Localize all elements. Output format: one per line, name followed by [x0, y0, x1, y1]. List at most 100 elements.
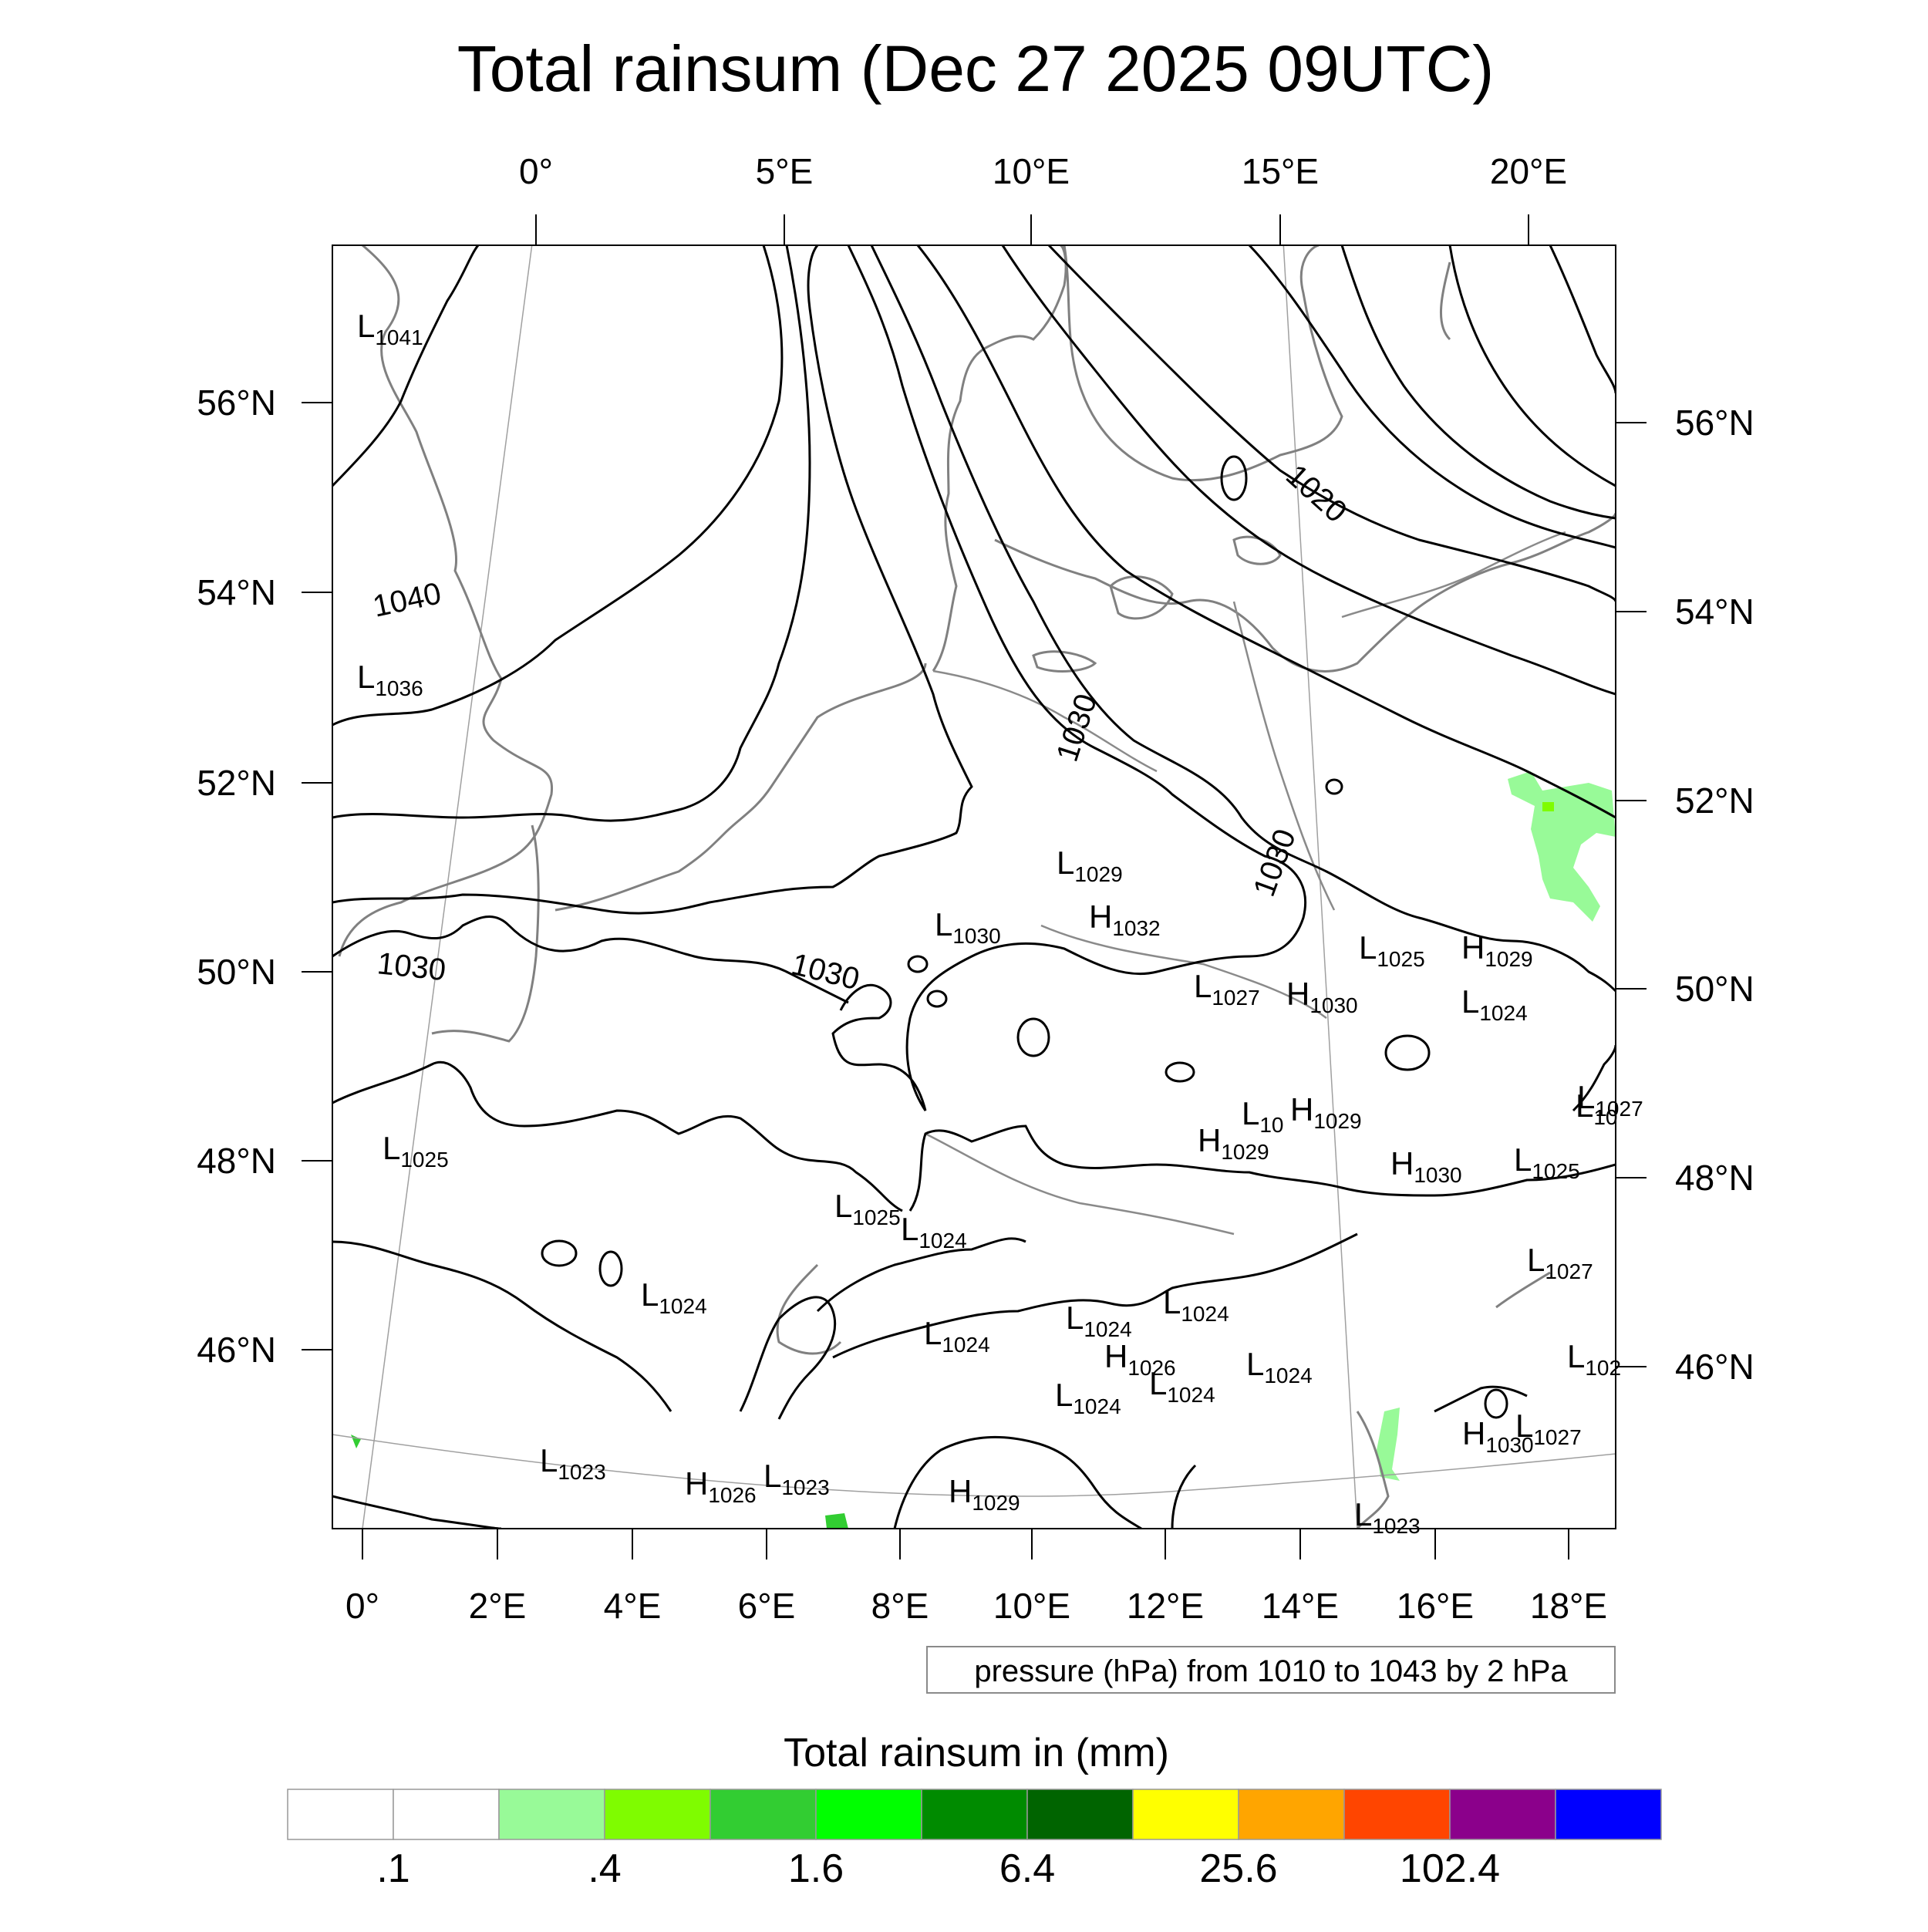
right-lat-labels: 56°N 54°N 52°N 50°N 48°N 46°N — [1675, 403, 1754, 1387]
legend-color-box — [1238, 1789, 1345, 1840]
legend-color-box — [287, 1789, 394, 1840]
legend-title: Total rainsum in (mm) — [784, 1731, 1169, 1775]
coast-jutland — [932, 245, 1067, 672]
legend-color-box — [1343, 1789, 1451, 1840]
left-lat-labels: 56°N 54°N 52°N 50°N 48°N 46°N — [197, 383, 276, 1370]
coast-sweden-south — [1063, 245, 1343, 482]
legend-color-box — [1132, 1789, 1239, 1840]
high-pressure-label: H1032 — [1089, 899, 1161, 940]
low-pressure-label: L1023 — [763, 1458, 830, 1499]
high-pressure-label: H1026 — [685, 1465, 757, 1507]
low-pressure-label: L1024 — [1246, 1346, 1313, 1387]
isobar-alps-c — [832, 1232, 1358, 1359]
coast-adriatic — [1356, 1411, 1390, 1529]
coast-baltic-south — [994, 512, 1616, 673]
high-pressure-label: H1029 — [1461, 929, 1533, 971]
right-lat-label: 48°N — [1675, 1158, 1754, 1198]
legend-tick-label: 6.4 — [999, 1846, 1055, 1891]
border-de-pl — [1232, 601, 1336, 911]
coast-bornholm — [1232, 535, 1282, 565]
isobar-1028 — [916, 245, 1616, 819]
isobar-1038 — [332, 245, 784, 727]
low-pressure-label: L1024 — [1055, 1377, 1121, 1418]
low-pressure-label: L1024 — [641, 1276, 707, 1318]
low-pressure-label: L1041 — [357, 308, 423, 349]
legend-tick-label: .4 — [588, 1846, 621, 1891]
right-lat-label: 52°N — [1675, 781, 1754, 821]
isobar-1036 — [332, 245, 811, 822]
isobar-1028-cz — [908, 1124, 1616, 1212]
low-pressure-label: L1036 — [357, 659, 423, 700]
precipitation-areas — [351, 771, 1616, 1529]
top-lon-label: 10°E — [993, 151, 1070, 191]
bottom-lon-label: 18°E — [1530, 1586, 1607, 1626]
map-frame — [332, 244, 1616, 1529]
bottom-lon-label: 4°E — [604, 1586, 662, 1626]
isobar-alps-w — [739, 1296, 837, 1420]
bottom-lon-label: 2°E — [469, 1586, 527, 1626]
legend-tick-label: .1 — [376, 1846, 410, 1891]
low-pressure-label: L102 — [1567, 1338, 1621, 1380]
isobar-alps-n — [816, 1237, 1026, 1313]
legend-colorbar — [287, 1789, 1662, 1840]
low-pressure-label: L1030 — [935, 906, 1001, 948]
isobar-loop-10 — [1484, 1388, 1508, 1419]
isobar-loop-2 — [598, 1250, 623, 1287]
low-pressure-label: L1023 — [540, 1442, 606, 1484]
high-pressure-label: H1030 — [1286, 976, 1358, 1017]
low-pressure-label: L1024 — [924, 1315, 990, 1357]
right-lat-label: 54°N — [1675, 592, 1754, 632]
left-lat-label: 56°N — [197, 383, 276, 423]
legend-color-box — [1555, 1789, 1662, 1840]
low-pressure-label: L10 — [1576, 1087, 1618, 1129]
coast-france-north — [431, 824, 540, 1043]
legend-tick-label: 1.6 — [788, 1846, 844, 1891]
legend-color-box — [1449, 1789, 1556, 1840]
legend-tick-label: 25.6 — [1199, 1846, 1277, 1891]
left-lat-label: 48°N — [197, 1141, 276, 1181]
legend-color-box — [1026, 1789, 1134, 1840]
low-pressure-label: L1027 — [1527, 1242, 1593, 1283]
coastlines — [338, 245, 1616, 1529]
info-box: pressure (hPa) from 1010 to 1043 by 2 hP… — [926, 1646, 1616, 1694]
gridline-15e — [1283, 245, 1358, 1529]
top-lon-label: 5°E — [756, 151, 814, 191]
legend-tick-label: 102.4 — [1400, 1846, 1500, 1891]
high-pressure-label: H1030 — [1390, 1145, 1462, 1187]
rain-area-core — [1542, 802, 1554, 811]
isobar-east — [1572, 1044, 1616, 1112]
border-de-nl — [932, 669, 1158, 773]
legend-color-box — [710, 1789, 817, 1840]
legend-color-box — [604, 1789, 711, 1840]
isobar-label: 1030 — [376, 946, 447, 987]
low-pressure-label: L1024 — [1066, 1300, 1132, 1341]
top-lon-labels: 0° 5°E 10°E 15°E 20°E — [519, 151, 1567, 191]
isobar-1018 — [1340, 245, 1616, 520]
left-lat-label: 50°N — [197, 952, 276, 992]
info-box-text: pressure (hPa) from 1010 to 1043 by 2 hP… — [974, 1654, 1568, 1688]
border-alps — [925, 1132, 1235, 1236]
high-pressure-label: H1029 — [949, 1473, 1020, 1515]
isobar-1040a — [332, 245, 480, 487]
pressure-centers: L1041 L1036 L1029 L1030 H1032 L1025 H1029 L1027… — [357, 308, 1643, 1538]
low-pressure-label: L1025 — [834, 1188, 901, 1229]
isobar-1034 — [332, 245, 973, 915]
isobar-loop-7 — [926, 990, 948, 1008]
legend-color-box — [815, 1789, 922, 1840]
country-borders — [925, 531, 1566, 1236]
coast-balaton — [1495, 1271, 1551, 1309]
bottom-lon-label: 14°E — [1262, 1586, 1339, 1626]
top-lon-label: 0° — [519, 151, 553, 191]
legend-color-box — [393, 1789, 500, 1840]
isobar-1026 — [1001, 245, 1616, 696]
bottom-lon-labels: 0° 2°E 4°E 6°E 8°E 10°E 12°E 14°E 16°E 1… — [345, 1586, 1607, 1626]
high-pressure-label: H1026 — [1104, 1338, 1176, 1380]
left-lat-label: 54°N — [197, 572, 276, 612]
low-pressure-label: L1027 — [1577, 1079, 1643, 1121]
bottom-lon-label: 10°E — [993, 1586, 1070, 1626]
coast-island-zealand — [1109, 575, 1174, 620]
axis-ticks — [302, 214, 1647, 1559]
bottom-lon-label: 6°E — [738, 1586, 796, 1626]
